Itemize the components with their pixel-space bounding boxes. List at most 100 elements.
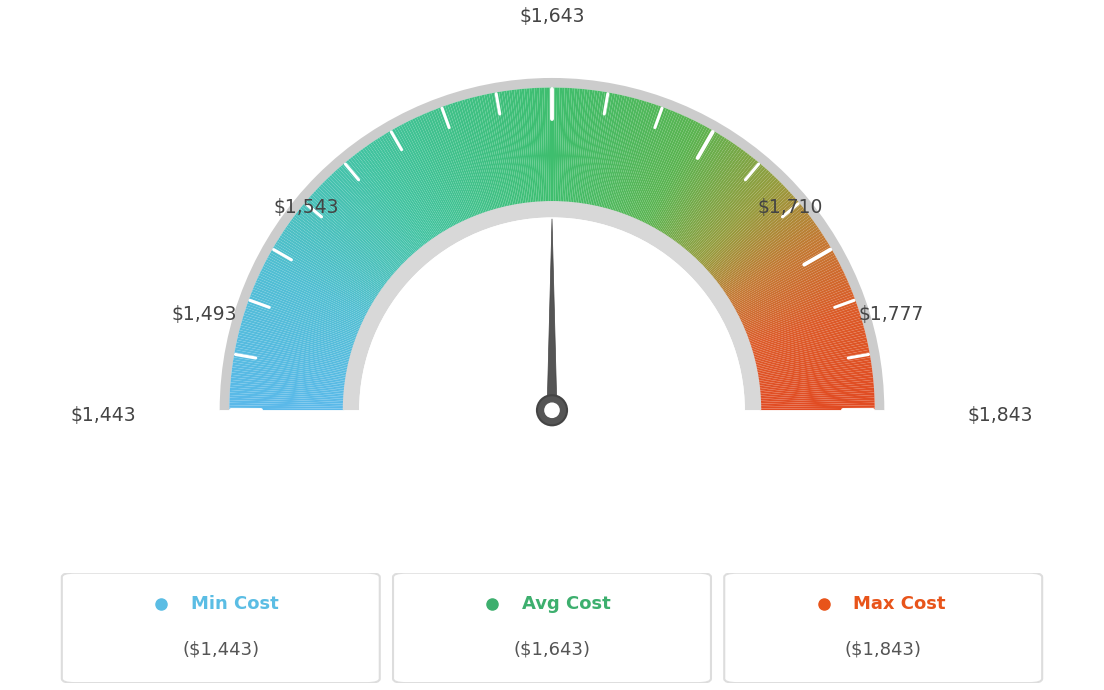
Wedge shape	[740, 273, 845, 323]
Wedge shape	[743, 282, 849, 329]
Wedge shape	[612, 101, 647, 212]
Wedge shape	[412, 118, 464, 223]
Wedge shape	[616, 104, 655, 213]
Wedge shape	[253, 287, 360, 332]
Text: Min Cost: Min Cost	[191, 595, 278, 613]
Wedge shape	[359, 217, 745, 411]
Wedge shape	[390, 130, 449, 230]
Wedge shape	[443, 106, 484, 215]
Wedge shape	[354, 154, 426, 246]
Wedge shape	[246, 306, 355, 344]
Wedge shape	[650, 126, 708, 228]
Wedge shape	[743, 284, 850, 331]
Wedge shape	[643, 119, 694, 224]
Wedge shape	[755, 342, 868, 368]
Wedge shape	[231, 377, 346, 391]
Wedge shape	[604, 98, 635, 209]
Wedge shape	[484, 95, 510, 207]
Wedge shape	[757, 359, 871, 380]
Text: $1,443: $1,443	[71, 406, 136, 425]
Wedge shape	[251, 294, 358, 337]
Wedge shape	[493, 92, 517, 206]
Wedge shape	[445, 105, 485, 214]
Wedge shape	[746, 296, 854, 338]
Wedge shape	[296, 213, 388, 284]
Wedge shape	[352, 155, 425, 247]
Wedge shape	[311, 193, 399, 272]
Wedge shape	[251, 291, 359, 335]
Wedge shape	[750, 310, 860, 348]
Wedge shape	[690, 168, 767, 255]
Wedge shape	[235, 345, 349, 370]
Wedge shape	[491, 92, 514, 206]
Wedge shape	[697, 179, 778, 262]
Text: $1,493: $1,493	[172, 305, 237, 324]
Wedge shape	[747, 301, 857, 342]
Wedge shape	[479, 95, 507, 208]
Wedge shape	[340, 165, 417, 253]
Wedge shape	[293, 217, 385, 287]
Wedge shape	[532, 88, 541, 203]
Wedge shape	[649, 125, 705, 227]
Wedge shape	[329, 175, 410, 260]
Wedge shape	[553, 88, 558, 202]
Wedge shape	[364, 146, 433, 241]
Polygon shape	[548, 219, 556, 411]
Wedge shape	[668, 142, 733, 238]
Wedge shape	[240, 328, 351, 359]
Wedge shape	[556, 88, 562, 202]
Wedge shape	[270, 250, 371, 308]
Wedge shape	[244, 310, 354, 348]
Wedge shape	[731, 246, 831, 306]
Wedge shape	[636, 115, 684, 221]
Wedge shape	[669, 144, 735, 239]
Wedge shape	[230, 395, 344, 402]
Wedge shape	[760, 405, 874, 408]
Wedge shape	[385, 132, 446, 232]
Wedge shape	[756, 350, 870, 373]
Wedge shape	[754, 337, 867, 365]
Wedge shape	[760, 390, 874, 399]
Wedge shape	[230, 393, 344, 400]
Wedge shape	[459, 100, 493, 211]
Wedge shape	[501, 91, 521, 205]
Wedge shape	[682, 159, 756, 249]
FancyBboxPatch shape	[62, 573, 380, 683]
Wedge shape	[745, 289, 852, 334]
Wedge shape	[753, 330, 866, 360]
Wedge shape	[631, 112, 678, 219]
Wedge shape	[679, 155, 752, 247]
Wedge shape	[736, 262, 839, 316]
Wedge shape	[730, 244, 830, 304]
Wedge shape	[280, 233, 379, 297]
Wedge shape	[376, 138, 440, 236]
Wedge shape	[555, 88, 560, 202]
Wedge shape	[760, 388, 874, 397]
Wedge shape	[676, 150, 746, 244]
Wedge shape	[724, 229, 820, 295]
Wedge shape	[570, 89, 583, 204]
Wedge shape	[231, 375, 346, 389]
Wedge shape	[749, 304, 858, 343]
Wedge shape	[659, 134, 721, 233]
Wedge shape	[760, 385, 874, 395]
Wedge shape	[283, 231, 379, 296]
Wedge shape	[620, 106, 661, 215]
Wedge shape	[655, 130, 714, 230]
Wedge shape	[662, 137, 725, 235]
Wedge shape	[664, 138, 728, 236]
Wedge shape	[681, 157, 754, 248]
Wedge shape	[607, 99, 639, 210]
Wedge shape	[298, 208, 390, 282]
Wedge shape	[691, 170, 769, 257]
Wedge shape	[475, 97, 503, 208]
Wedge shape	[509, 90, 526, 204]
Wedge shape	[572, 89, 585, 204]
Text: ($1,443): ($1,443)	[182, 641, 259, 659]
Wedge shape	[357, 152, 427, 245]
Wedge shape	[760, 400, 874, 405]
Wedge shape	[760, 408, 874, 411]
Wedge shape	[318, 186, 403, 267]
Wedge shape	[266, 259, 369, 315]
Wedge shape	[737, 264, 841, 317]
